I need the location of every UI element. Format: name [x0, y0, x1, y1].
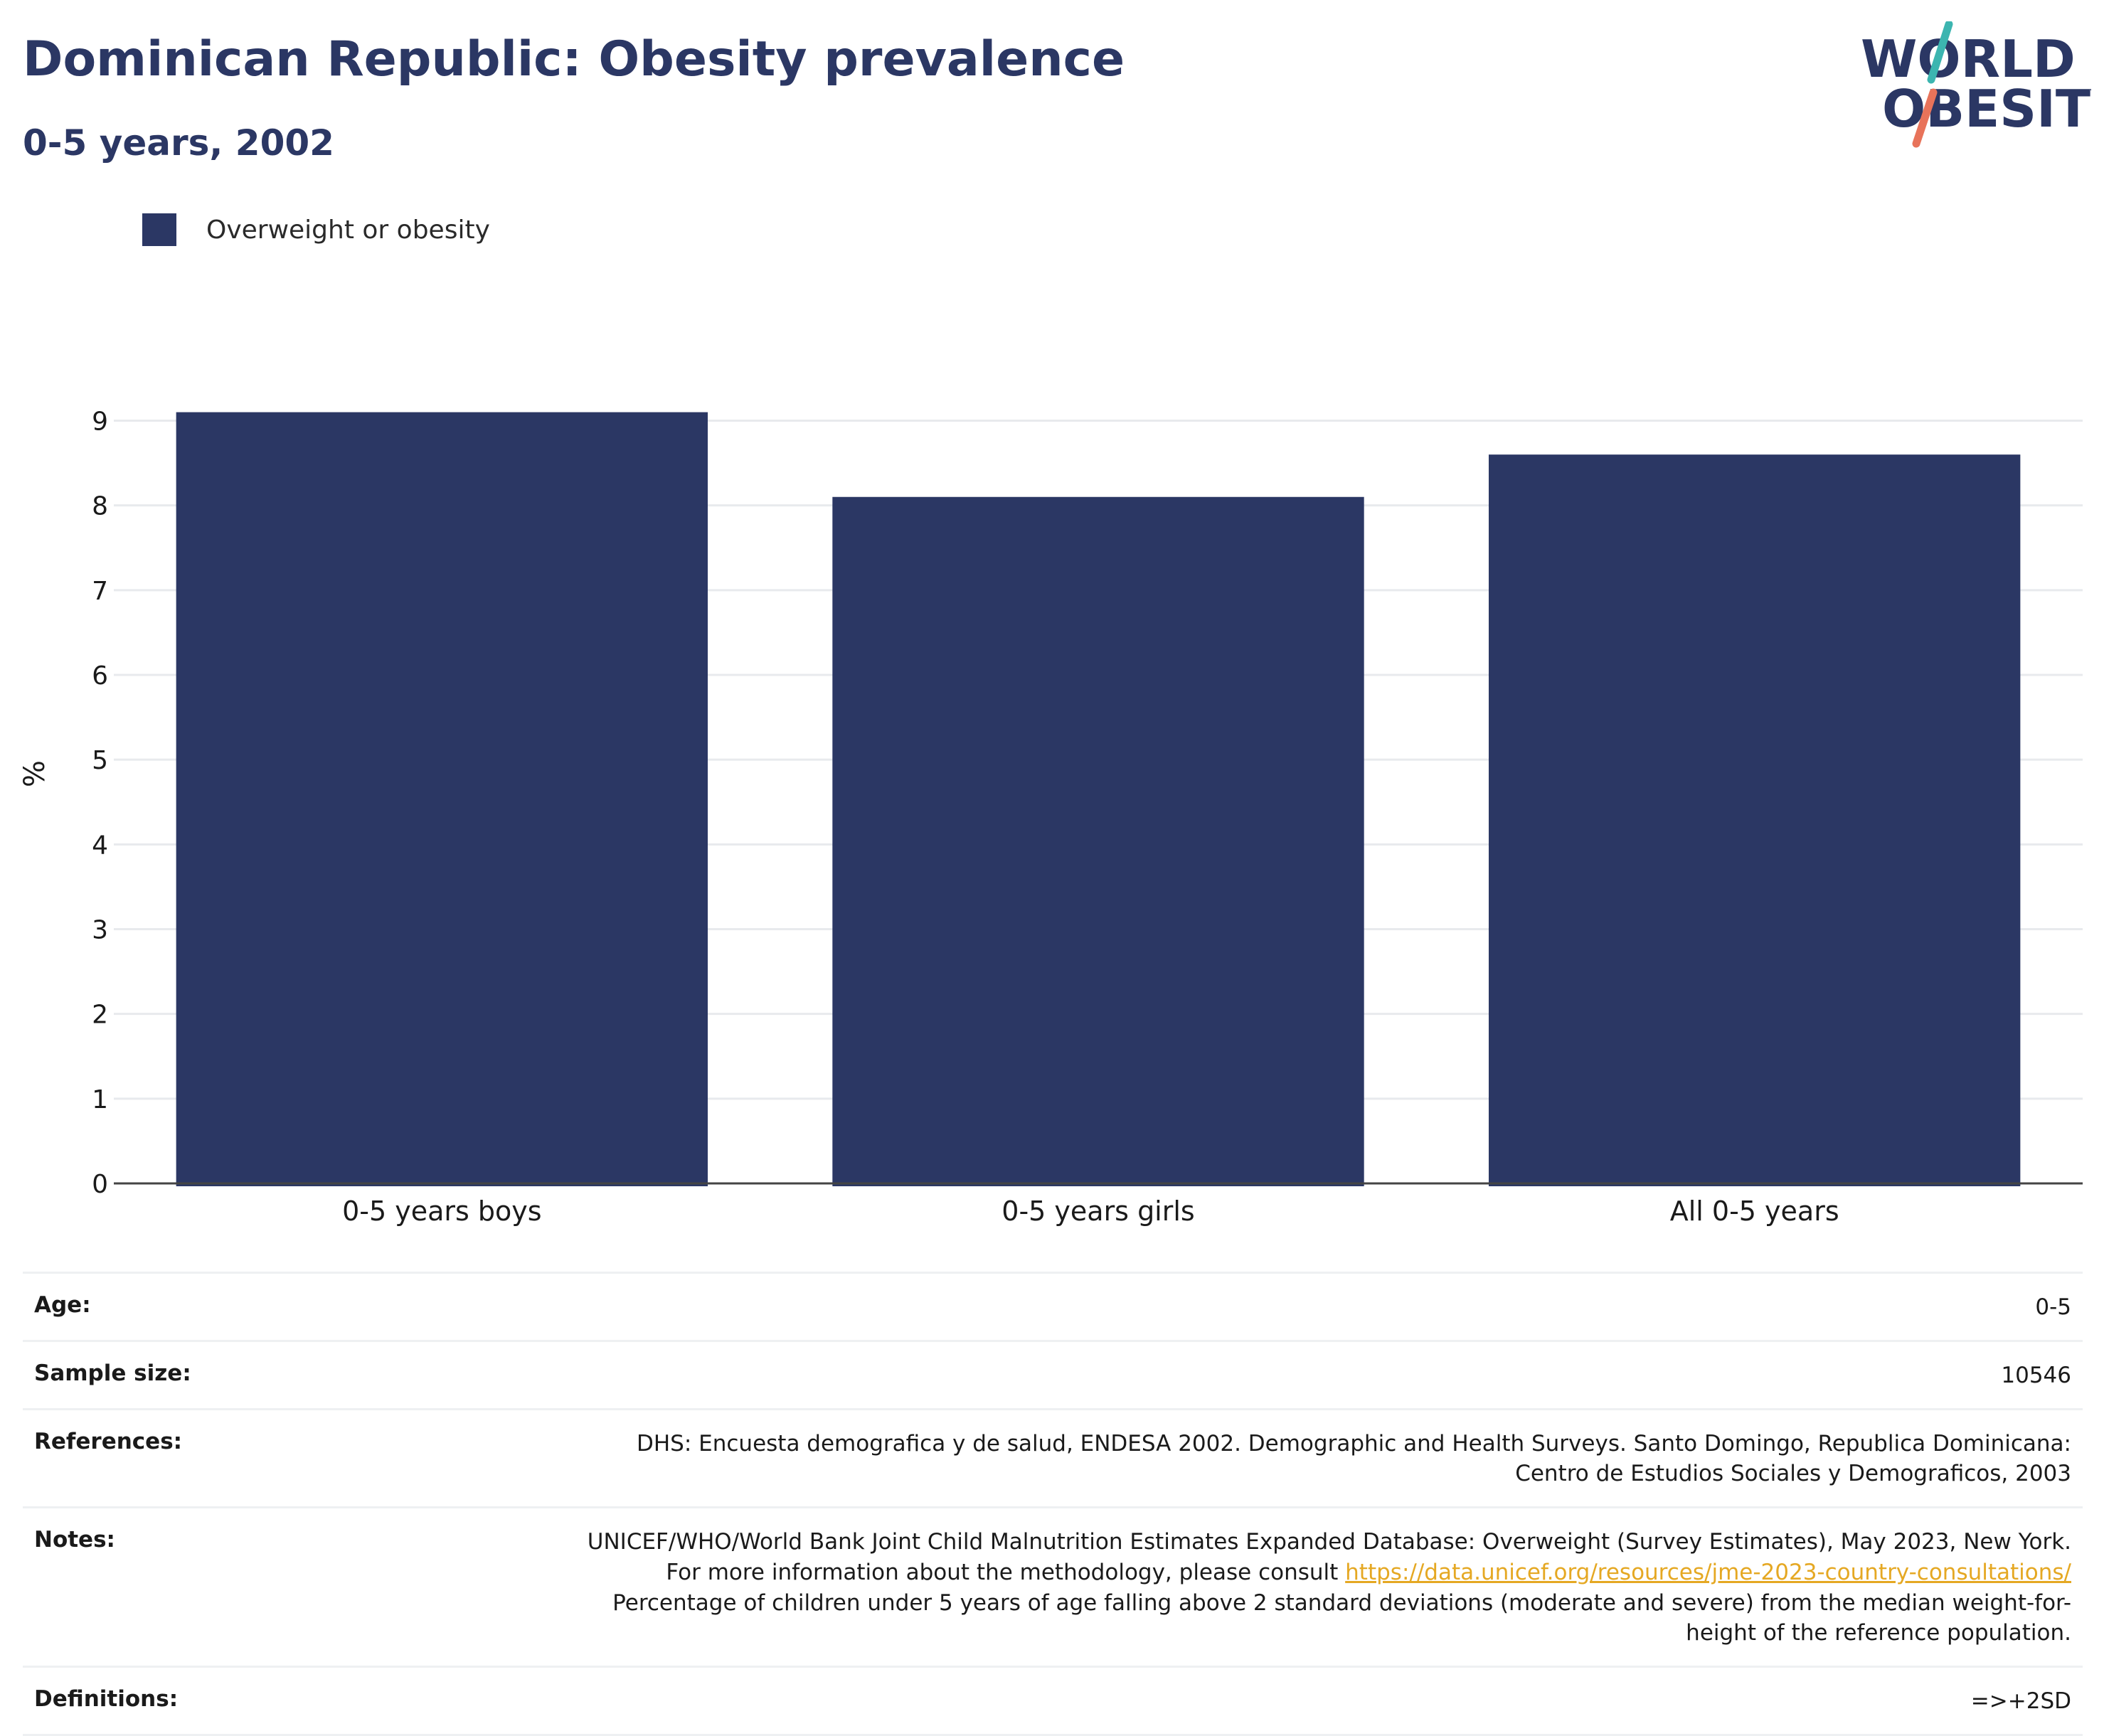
info-row-age: Age: 0-5 [23, 1272, 2083, 1340]
info-label-references: References: [34, 1428, 183, 1454]
info-label-definitions: Definitions: [34, 1686, 179, 1713]
info-table: Age: 0-5 Sample size: 10546 References: … [23, 1272, 2083, 1736]
info-label-sample-size: Sample size: [34, 1360, 191, 1386]
bar [1488, 454, 2021, 1186]
notes-text-2: Percentage of children under 5 years of … [612, 1589, 2071, 1646]
bars [176, 412, 2021, 1187]
y-tick-labels: 0 1 2 3 4 5 6 7 8 9 [92, 408, 108, 1200]
world-obesity-logo: WORLD OBESITY [1861, 21, 2091, 148]
info-value-definitions: =>+2SD [1970, 1688, 2071, 1715]
y-tick-label: 9 [92, 408, 108, 437]
x-tick-label: 0-5 years girls [1001, 1196, 1194, 1227]
legend-swatch [142, 213, 176, 246]
bar [176, 412, 708, 1187]
notes-methodology-link[interactable]: https://data.unicef.org/resources/jme-20… [1345, 1559, 2071, 1585]
y-tick-label: 3 [92, 916, 108, 945]
y-tick-label: 2 [92, 1001, 108, 1030]
x-tick-label: All 0-5 years [1670, 1196, 1839, 1227]
info-value-notes: UNICEF/WHO/World Bank Joint Child Malnut… [578, 1527, 2071, 1649]
page-title: Dominican Republic: Obesity prevalence [23, 31, 1125, 87]
y-axis-label: % [18, 760, 51, 787]
chart-legend: Overweight or obesity [142, 213, 490, 246]
info-row-references: References: DHS: Encuesta demografica y … [23, 1407, 2083, 1507]
page-subtitle: 0-5 years, 2002 [23, 122, 334, 164]
y-tick-label: 4 [92, 831, 108, 860]
notes-text-1: UNICEF/WHO/World Bank Joint Child Malnut… [587, 1529, 2071, 1585]
logo-slash-teal [1927, 21, 1953, 84]
info-label-age: Age: [34, 1292, 91, 1318]
info-row-sample-size: Sample size: 10546 [23, 1339, 2083, 1408]
bar [832, 496, 1364, 1186]
info-row-definitions: Definitions: =>+2SD [23, 1666, 2083, 1736]
logo-text-obesity: OBESITY [1882, 79, 2091, 139]
y-tick-label: 6 [92, 661, 108, 691]
x-tick-labels: 0-5 years boys 0-5 years girls All 0-5 yea… [342, 1196, 1839, 1227]
info-label-notes: Notes: [34, 1527, 115, 1553]
y-tick-label: 8 [92, 492, 108, 521]
info-value-sample-size: 10546 [2001, 1362, 2071, 1388]
legend-label: Overweight or obesity [206, 215, 490, 245]
y-tick-label: 1 [92, 1085, 108, 1114]
y-tick-label: 5 [92, 746, 108, 775]
info-value-references: DHS: Encuesta demografica y de salud, EN… [636, 1430, 2071, 1487]
info-row-notes: Notes: UNICEF/WHO/World Bank Joint Child… [23, 1506, 2083, 1666]
logo-slash-coral [1912, 88, 1938, 148]
y-tick-label: 7 [92, 577, 108, 606]
x-tick-label: 0-5 years boys [342, 1196, 541, 1227]
bar-chart: % 0 1 2 3 4 5 6 7 8 9 0-5 years boys 0-5 years gir… [18, 408, 2083, 1227]
logo-text-world: WORLD [1861, 29, 2076, 89]
y-tick-label: 0 [92, 1170, 108, 1199]
info-value-age: 0-5 [2035, 1294, 2071, 1320]
